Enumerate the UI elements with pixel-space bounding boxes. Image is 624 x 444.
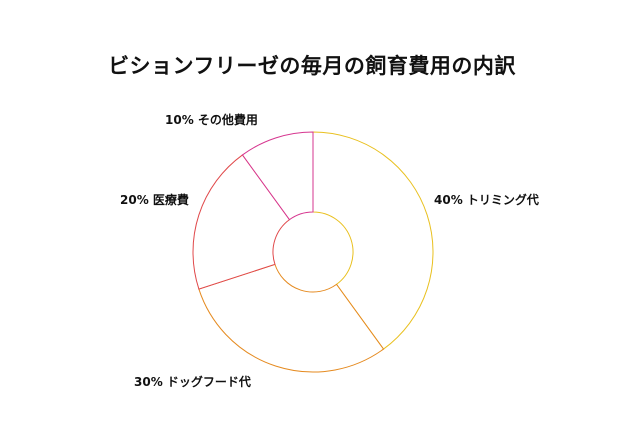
pie-slice-3 <box>192 154 291 290</box>
pie-slice-1 <box>312 131 434 350</box>
slice-label-2: 30% ドッグフード代 <box>134 374 251 389</box>
slice-label-4: 10% その他費用 <box>165 112 258 127</box>
pie-slice-2 <box>198 263 385 373</box>
pie-slice-4 <box>241 131 314 221</box>
slice-label-1: 40% トリミング代 <box>434 192 539 207</box>
slice-label-3: 20% 医療費 <box>120 192 189 207</box>
chart-title: ビションフリーゼの毎月の飼育費用の内訳 <box>108 54 516 78</box>
